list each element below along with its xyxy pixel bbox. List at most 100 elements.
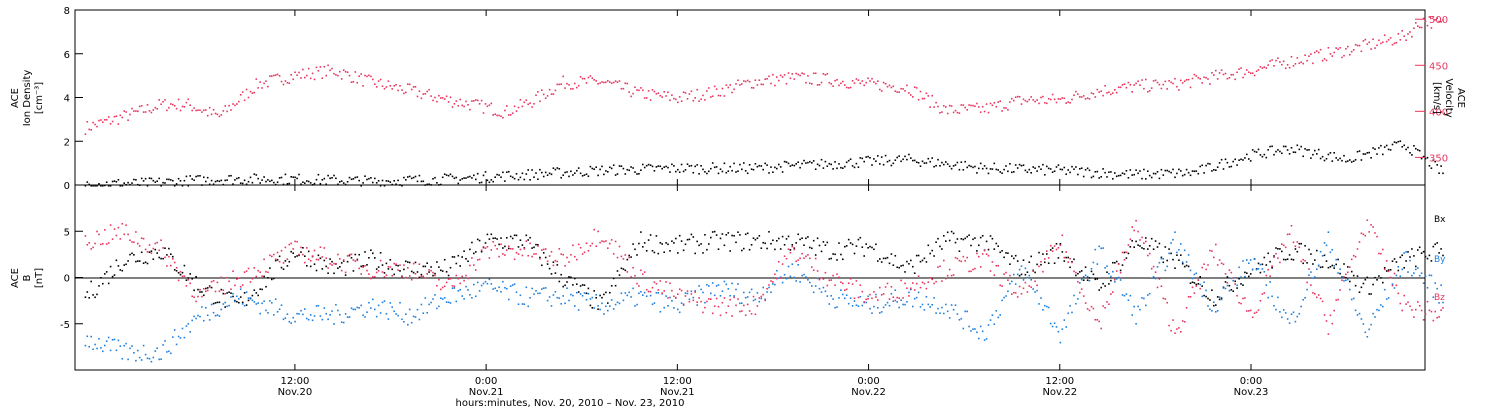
bx-point bbox=[465, 258, 467, 260]
density-point bbox=[1129, 169, 1132, 171]
by-point bbox=[482, 282, 485, 285]
bx-point bbox=[424, 265, 427, 268]
velocity-point bbox=[603, 81, 605, 84]
by-point bbox=[826, 295, 829, 297]
bx-point bbox=[315, 269, 318, 272]
bx-point bbox=[1325, 260, 1328, 262]
velocity-point bbox=[113, 115, 116, 118]
bz-point bbox=[447, 278, 450, 280]
velocity-point bbox=[379, 78, 382, 81]
density-point bbox=[1218, 162, 1221, 164]
density-point bbox=[960, 161, 963, 163]
bz-point bbox=[1220, 262, 1223, 265]
bz-point bbox=[1323, 314, 1326, 316]
bz-point bbox=[778, 261, 780, 263]
bx-point bbox=[1374, 276, 1376, 279]
by-point bbox=[1154, 277, 1157, 280]
bx-point bbox=[1314, 259, 1316, 261]
bz-point bbox=[704, 306, 706, 309]
density-point bbox=[1360, 159, 1363, 161]
bz-point bbox=[372, 276, 374, 278]
velocity-point bbox=[892, 85, 895, 88]
bx-point bbox=[1249, 273, 1252, 275]
by-point bbox=[910, 288, 912, 291]
velocity-point bbox=[1362, 40, 1365, 42]
by-point bbox=[601, 302, 603, 305]
bz-point bbox=[574, 255, 576, 258]
bz-point bbox=[1337, 298, 1339, 301]
bz-point bbox=[974, 267, 976, 270]
by-point bbox=[568, 299, 570, 302]
velocity-point bbox=[1207, 78, 1209, 80]
velocity-point bbox=[1306, 59, 1308, 62]
density-point bbox=[915, 161, 918, 163]
by-point bbox=[1282, 309, 1285, 311]
bx-point bbox=[958, 250, 961, 252]
bx-point bbox=[436, 261, 438, 263]
velocity-point bbox=[640, 87, 642, 89]
density-point bbox=[1044, 174, 1046, 176]
bx-point bbox=[344, 274, 347, 276]
bx-point bbox=[776, 240, 778, 242]
velocity-point bbox=[1374, 47, 1376, 49]
bx-point bbox=[1224, 281, 1227, 283]
bz-point bbox=[686, 290, 689, 292]
by-point bbox=[966, 310, 968, 313]
by-point bbox=[793, 276, 796, 279]
bz-point bbox=[997, 264, 999, 267]
by-point bbox=[1317, 264, 1320, 267]
bz-point bbox=[737, 298, 739, 300]
velocity-point bbox=[327, 64, 329, 67]
density-point bbox=[257, 177, 259, 180]
bz-point bbox=[263, 258, 265, 261]
by-point bbox=[1296, 315, 1299, 318]
bz-point bbox=[1251, 316, 1254, 319]
velocity-point bbox=[234, 104, 236, 107]
by-point bbox=[828, 303, 831, 305]
by-point bbox=[628, 291, 630, 294]
bx-point bbox=[1036, 263, 1038, 266]
bz-point bbox=[879, 286, 881, 289]
bz-point bbox=[1143, 242, 1145, 244]
velocity-point bbox=[888, 84, 891, 87]
velocity-point bbox=[478, 103, 481, 105]
bz-point bbox=[779, 277, 782, 279]
bx-point bbox=[148, 251, 151, 253]
bz-point bbox=[896, 296, 898, 299]
bz-point bbox=[1356, 248, 1359, 250]
by-point bbox=[1030, 279, 1032, 281]
bx-point bbox=[1240, 283, 1242, 285]
bz-point bbox=[1407, 301, 1409, 304]
density-point bbox=[682, 170, 685, 173]
velocity-point bbox=[329, 69, 331, 72]
bx-point bbox=[1051, 247, 1054, 249]
bx-point bbox=[296, 255, 298, 257]
velocity-point bbox=[170, 103, 172, 105]
velocity-point bbox=[484, 103, 487, 105]
bx-point bbox=[805, 237, 807, 240]
bx-point bbox=[494, 237, 496, 239]
bx-point bbox=[236, 300, 238, 303]
bx-point bbox=[1150, 237, 1153, 240]
density-point bbox=[653, 170, 656, 172]
density-point bbox=[642, 163, 644, 166]
velocity-point bbox=[987, 111, 990, 114]
bz-point bbox=[498, 255, 500, 258]
bz-point bbox=[583, 251, 586, 254]
density-point bbox=[438, 184, 440, 186]
bx-point bbox=[370, 249, 372, 251]
bx-point bbox=[1162, 261, 1165, 264]
bz-point bbox=[750, 313, 753, 315]
bz-point bbox=[1292, 241, 1295, 244]
by-point bbox=[1403, 252, 1405, 254]
velocity-point bbox=[137, 110, 139, 113]
by-point bbox=[521, 303, 524, 305]
by-point bbox=[1088, 279, 1091, 282]
bz-point bbox=[636, 282, 638, 285]
bx-point bbox=[111, 275, 114, 278]
bx-point bbox=[1244, 271, 1246, 274]
bz-point bbox=[828, 279, 831, 282]
bz-point bbox=[1176, 328, 1178, 330]
density-point bbox=[783, 160, 786, 163]
bz-point bbox=[731, 315, 733, 317]
